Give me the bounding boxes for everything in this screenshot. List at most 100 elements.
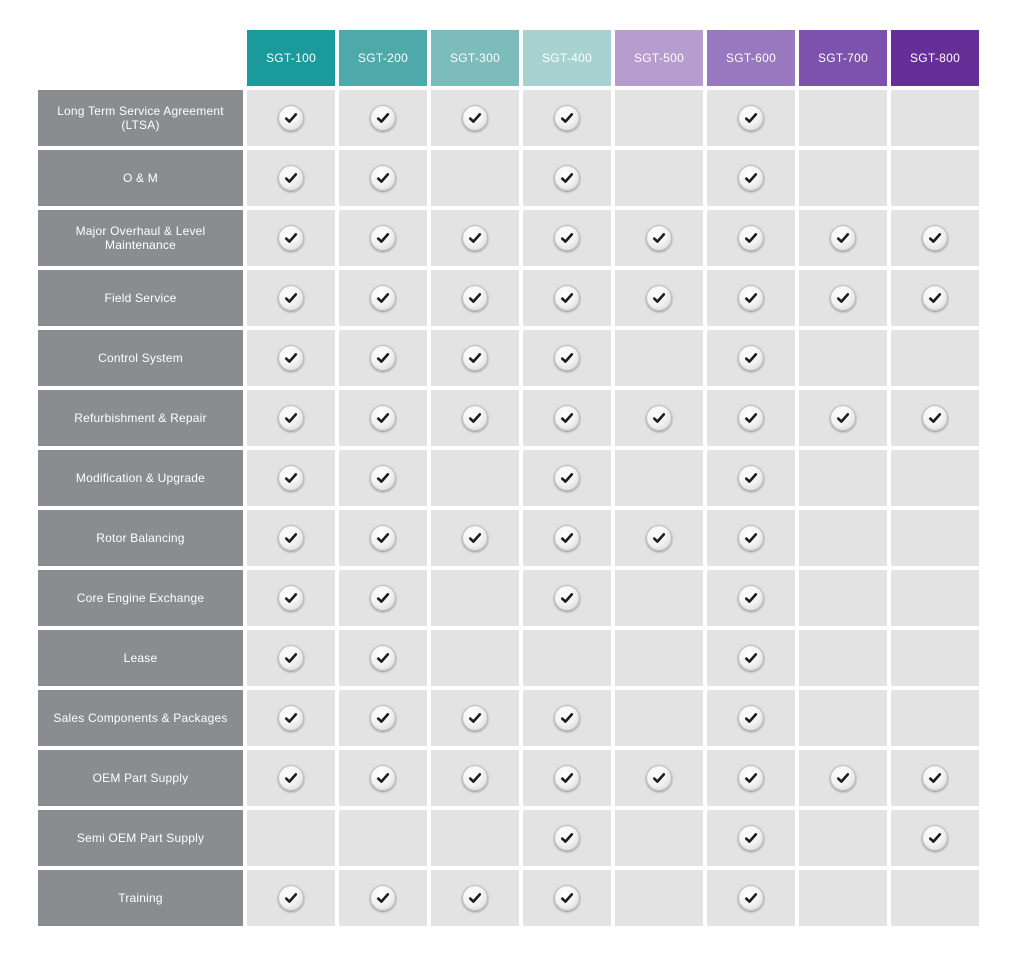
check-mark-icon bbox=[554, 285, 580, 311]
matrix-cell bbox=[523, 450, 611, 506]
check-mark-icon bbox=[370, 885, 396, 911]
row-header: OEM Part Supply bbox=[38, 750, 243, 806]
service-matrix: SGT-100 SGT-200 SGT-300 SGT-400 SGT-500 SGT-6… bbox=[38, 30, 979, 926]
column-header: SGT-100 bbox=[247, 30, 335, 86]
check-mark-icon bbox=[830, 225, 856, 251]
check-mark-icon bbox=[646, 285, 672, 311]
matrix-cell bbox=[615, 90, 703, 146]
matrix-cell bbox=[431, 330, 519, 386]
check-mark-icon bbox=[462, 285, 488, 311]
matrix-cell bbox=[615, 330, 703, 386]
matrix-cell bbox=[247, 330, 335, 386]
matrix-cell bbox=[247, 630, 335, 686]
check-mark-icon bbox=[278, 585, 304, 611]
check-mark-icon bbox=[554, 225, 580, 251]
matrix-cell bbox=[339, 810, 427, 866]
check-mark-icon bbox=[278, 165, 304, 191]
row-header: Refurbishment & Repair bbox=[38, 390, 243, 446]
matrix-cell bbox=[707, 210, 795, 266]
matrix-cell bbox=[523, 330, 611, 386]
matrix-cell bbox=[615, 510, 703, 566]
matrix-cell bbox=[707, 570, 795, 626]
check-mark-icon bbox=[278, 285, 304, 311]
matrix-cell bbox=[891, 510, 979, 566]
matrix-cell bbox=[707, 810, 795, 866]
matrix-cell bbox=[339, 390, 427, 446]
matrix-cell bbox=[523, 570, 611, 626]
matrix-cell bbox=[799, 630, 887, 686]
check-mark-icon bbox=[554, 345, 580, 371]
matrix-cell bbox=[615, 270, 703, 326]
matrix-cell bbox=[799, 150, 887, 206]
check-mark-icon bbox=[554, 405, 580, 431]
matrix-cell bbox=[523, 870, 611, 926]
matrix-cell bbox=[615, 870, 703, 926]
matrix-cell bbox=[707, 870, 795, 926]
check-mark-icon bbox=[370, 285, 396, 311]
matrix-cell bbox=[523, 630, 611, 686]
check-mark-icon bbox=[370, 345, 396, 371]
check-mark-icon bbox=[462, 105, 488, 131]
check-mark-icon bbox=[462, 225, 488, 251]
check-mark-icon bbox=[738, 225, 764, 251]
matrix-cell bbox=[615, 690, 703, 746]
matrix-cell bbox=[431, 90, 519, 146]
matrix-cell bbox=[707, 450, 795, 506]
check-mark-icon bbox=[922, 765, 948, 791]
matrix-cell bbox=[707, 510, 795, 566]
check-mark-icon bbox=[922, 225, 948, 251]
check-mark-icon bbox=[738, 705, 764, 731]
check-mark-icon bbox=[462, 885, 488, 911]
check-mark-icon bbox=[738, 165, 764, 191]
matrix-cell bbox=[523, 150, 611, 206]
check-mark-icon bbox=[646, 525, 672, 551]
matrix-cell bbox=[339, 270, 427, 326]
matrix-cell bbox=[247, 150, 335, 206]
matrix-cell bbox=[799, 210, 887, 266]
check-mark-icon bbox=[462, 345, 488, 371]
check-mark-icon bbox=[278, 525, 304, 551]
matrix-cell bbox=[891, 330, 979, 386]
matrix-cell bbox=[431, 210, 519, 266]
row-header: Control System bbox=[38, 330, 243, 386]
matrix-cell bbox=[799, 750, 887, 806]
check-mark-icon bbox=[922, 285, 948, 311]
matrix-cell bbox=[799, 330, 887, 386]
row-header: Major Overhaul & Level Maintenance bbox=[38, 210, 243, 266]
check-mark-icon bbox=[370, 645, 396, 671]
check-mark-icon bbox=[646, 405, 672, 431]
matrix-cell bbox=[431, 570, 519, 626]
column-header: SGT-600 bbox=[707, 30, 795, 86]
matrix-cell bbox=[247, 270, 335, 326]
check-mark-icon bbox=[738, 645, 764, 671]
row-header: Semi OEM Part Supply bbox=[38, 810, 243, 866]
matrix-cell bbox=[615, 210, 703, 266]
check-mark-icon bbox=[278, 105, 304, 131]
matrix-cell bbox=[615, 150, 703, 206]
check-mark-icon bbox=[738, 525, 764, 551]
column-header: SGT-200 bbox=[339, 30, 427, 86]
matrix-cell bbox=[431, 690, 519, 746]
check-mark-icon bbox=[278, 465, 304, 491]
check-mark-icon bbox=[278, 225, 304, 251]
matrix-cell bbox=[891, 750, 979, 806]
check-mark-icon bbox=[370, 225, 396, 251]
matrix-cell bbox=[799, 390, 887, 446]
matrix-cell bbox=[431, 870, 519, 926]
matrix-cell bbox=[707, 690, 795, 746]
check-mark-icon bbox=[554, 525, 580, 551]
matrix-cell bbox=[339, 510, 427, 566]
check-mark-icon bbox=[922, 825, 948, 851]
check-mark-icon bbox=[554, 885, 580, 911]
check-mark-icon bbox=[370, 525, 396, 551]
check-mark-icon bbox=[738, 585, 764, 611]
check-mark-icon bbox=[370, 465, 396, 491]
matrix-cell bbox=[891, 870, 979, 926]
matrix-cell bbox=[523, 390, 611, 446]
matrix-cell bbox=[431, 270, 519, 326]
matrix-cell bbox=[339, 750, 427, 806]
row-header: Long Term Service Agreement (LTSA) bbox=[38, 90, 243, 146]
matrix-cell bbox=[615, 750, 703, 806]
matrix-cell bbox=[523, 210, 611, 266]
matrix-cell bbox=[339, 690, 427, 746]
